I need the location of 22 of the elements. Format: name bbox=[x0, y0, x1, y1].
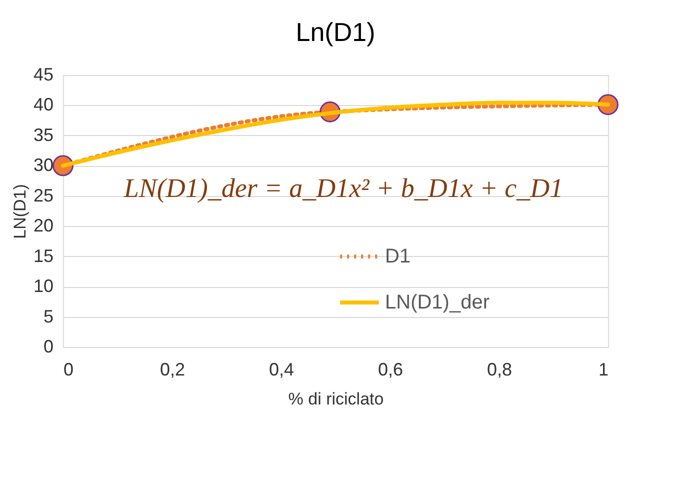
y-tick-label: 40 bbox=[33, 94, 54, 115]
legend-label: LN(D1)_der bbox=[385, 292, 490, 314]
y-tick-label: 5 bbox=[43, 306, 54, 326]
y-tick-label: 15 bbox=[33, 246, 54, 266]
legend-label: D1 bbox=[385, 246, 411, 268]
y-tick-label: 35 bbox=[33, 124, 54, 145]
y-tick-label: 45 bbox=[33, 64, 54, 84]
y-tick-label: 0 bbox=[43, 336, 54, 356]
x-tick-label: 0,8 bbox=[486, 360, 512, 380]
y-tick-label: 30 bbox=[33, 155, 54, 176]
x-tick-label: 0 bbox=[64, 360, 74, 380]
annotation: LN(D1)_der = a_D1x² + b_D1x + c_D1 bbox=[122, 173, 564, 204]
x-tick-label: 0,4 bbox=[268, 360, 294, 380]
chart-title: Ln(D1) bbox=[296, 17, 376, 47]
y-tick-label: 10 bbox=[33, 276, 54, 296]
y-axis-title: LN(D1) bbox=[10, 184, 30, 239]
x-axis-title: % di riciclato bbox=[288, 390, 384, 408]
x-tick-label: 1 bbox=[598, 360, 608, 380]
x-tick-label: 0,6 bbox=[378, 360, 404, 380]
y-tick-label: 25 bbox=[33, 185, 54, 206]
y-tick-label: 20 bbox=[33, 216, 54, 236]
x-tick-label: 0,2 bbox=[160, 360, 186, 380]
